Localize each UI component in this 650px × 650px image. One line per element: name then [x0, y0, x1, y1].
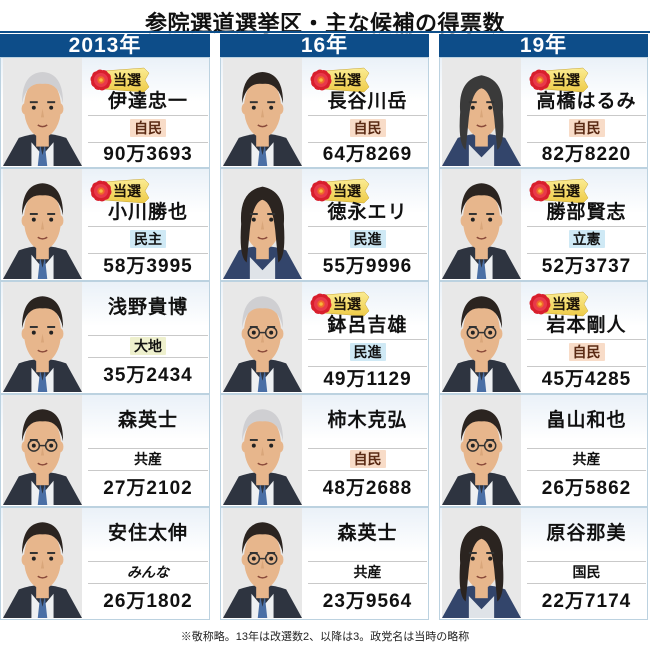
- svg-text:当選: 当選: [552, 72, 580, 88]
- svg-text:当選: 当選: [113, 183, 141, 199]
- svg-text:当選: 当選: [552, 183, 580, 199]
- svg-text:当選: 当選: [333, 183, 361, 199]
- svg-text:当選: 当選: [113, 72, 141, 88]
- svg-text:当選: 当選: [333, 72, 361, 88]
- svg-text:当選: 当選: [333, 296, 361, 312]
- svg-text:当選: 当選: [552, 296, 580, 312]
